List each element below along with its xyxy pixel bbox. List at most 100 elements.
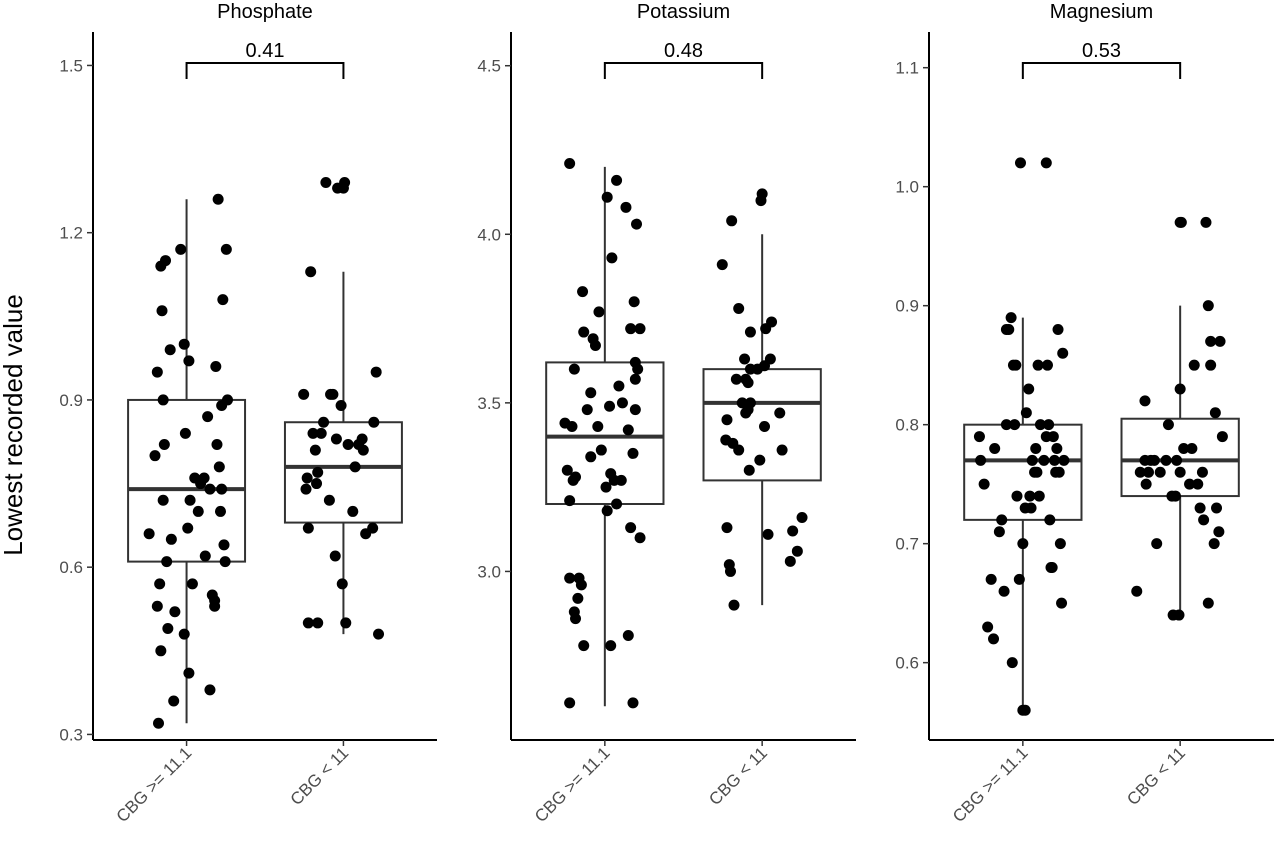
data-point — [601, 191, 613, 203]
data-point — [632, 363, 644, 375]
data-point — [1053, 466, 1065, 478]
data-point — [564, 157, 576, 169]
panel-phosphate: Phosphate 0.3 0.6 0.9 1.2 1.5 CBG >= 11.1 CBG <… — [59, 1, 437, 826]
data-point — [744, 397, 756, 409]
data-point — [743, 464, 755, 476]
data-point — [149, 450, 161, 462]
data-point — [347, 505, 359, 517]
data-point — [570, 471, 582, 483]
y-tick-label: 0.9 — [59, 391, 83, 410]
data-point — [309, 444, 321, 456]
data-point — [370, 366, 382, 378]
data-point — [1005, 312, 1017, 324]
data-point — [721, 414, 733, 426]
data-point — [209, 595, 221, 607]
data-point — [214, 505, 226, 517]
data-point — [340, 617, 352, 629]
data-point — [595, 444, 607, 456]
x-tick-label: CBG >= 11.1 — [949, 743, 1032, 826]
data-point — [627, 447, 639, 459]
data-point — [1031, 466, 1043, 478]
data-point — [311, 478, 323, 490]
data-point — [620, 201, 632, 213]
data-point — [154, 578, 166, 590]
data-point — [1025, 502, 1037, 514]
data-point — [784, 555, 796, 567]
data-point — [1173, 609, 1185, 621]
panel-title: Phosphate — [217, 1, 313, 23]
data-point — [1214, 335, 1226, 347]
data-point — [335, 400, 347, 412]
data-point — [726, 215, 738, 227]
data-point — [184, 494, 196, 506]
data-point — [625, 522, 637, 534]
data-point — [622, 629, 634, 641]
data-point — [625, 323, 637, 335]
data-point — [985, 573, 997, 585]
data-point — [1171, 454, 1183, 466]
data-point — [162, 623, 174, 635]
data-point — [975, 454, 987, 466]
data-point — [978, 478, 990, 490]
data-point — [1052, 323, 1064, 335]
data-point — [577, 286, 589, 298]
data-point — [616, 397, 628, 409]
data-point — [1049, 454, 1061, 466]
panel-potassium: Potassium 3.0 3.5 4.0 4.5 CBG >= 11.1 CBG < 11… — [477, 1, 856, 826]
data-point — [754, 454, 766, 466]
data-point — [1058, 454, 1070, 466]
data-point — [199, 550, 211, 562]
box — [127, 398, 247, 563]
data-point — [175, 243, 187, 255]
data-point — [982, 621, 994, 633]
data-point — [601, 505, 613, 517]
data-point — [796, 511, 808, 523]
data-point — [628, 296, 640, 308]
data-point — [178, 338, 190, 350]
data-point — [161, 556, 173, 568]
data-point — [998, 585, 1010, 597]
data-point — [373, 628, 385, 640]
y-tick-label: 1.1 — [895, 59, 919, 78]
data-point — [1054, 538, 1066, 550]
data-point — [593, 306, 605, 318]
data-point — [337, 182, 349, 194]
data-point — [564, 572, 576, 584]
data-point — [1044, 514, 1056, 526]
data-point — [1140, 478, 1152, 490]
significance-bracket — [603, 62, 764, 79]
data-point — [634, 532, 646, 544]
data-point — [996, 514, 1008, 526]
data-point — [613, 380, 625, 392]
data-point — [168, 695, 180, 707]
data-point — [1020, 407, 1032, 419]
data-point — [1162, 419, 1174, 431]
data-point — [219, 556, 231, 568]
data-point — [1011, 490, 1023, 502]
data-point — [202, 411, 214, 423]
data-point — [1051, 442, 1063, 454]
data-point — [755, 195, 767, 207]
data-point — [611, 174, 623, 186]
data-point — [323, 494, 335, 506]
data-point — [605, 640, 617, 652]
data-point — [1034, 419, 1046, 431]
data-point — [733, 444, 745, 456]
data-point — [611, 498, 623, 510]
data-point — [342, 439, 354, 451]
data-point — [1134, 466, 1146, 478]
data-point — [179, 427, 191, 439]
data-point — [315, 427, 327, 439]
data-point — [367, 522, 379, 534]
data-point — [1003, 323, 1015, 335]
data-point — [301, 472, 313, 484]
data-point — [151, 600, 163, 612]
data-point — [1196, 466, 1208, 478]
data-point — [1169, 490, 1181, 502]
data-point — [1178, 442, 1190, 454]
data-point — [1208, 538, 1220, 550]
data-point — [1186, 442, 1198, 454]
y-tick-label: 0.6 — [59, 558, 83, 577]
data-point — [183, 355, 195, 367]
